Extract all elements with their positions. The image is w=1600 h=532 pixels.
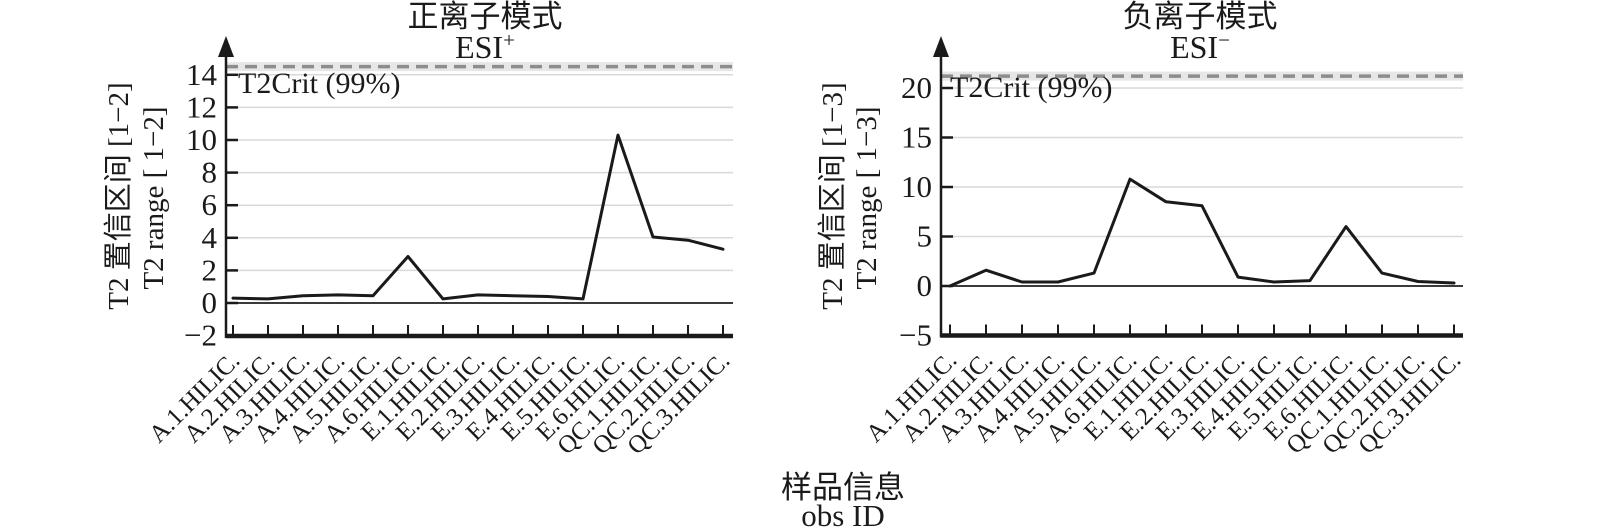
y-tick-label: 6 bbox=[202, 187, 218, 222]
y-tick-label: 0 bbox=[202, 285, 218, 320]
data-line bbox=[231, 133, 725, 301]
y-tick-label: 2 bbox=[202, 252, 218, 287]
t2crit-band bbox=[941, 71, 1463, 81]
chart-subtitle-sup: − bbox=[1218, 28, 1230, 52]
y-tick-label: 14 bbox=[186, 57, 218, 92]
y-axis-label-en: T2 range [ 1−3] bbox=[851, 106, 883, 289]
y-tick-label: −2 bbox=[184, 318, 217, 353]
y-tick-label: 0 bbox=[917, 268, 933, 303]
data-line bbox=[948, 177, 1456, 288]
y-axis-arrow-icon bbox=[218, 36, 234, 57]
y-axis-arrow-icon bbox=[933, 36, 949, 57]
y-tick-label: −5 bbox=[899, 318, 932, 353]
chart-subtitle-sup: + bbox=[503, 28, 515, 52]
chart-subtitle: ESI+ bbox=[455, 28, 515, 65]
y-axis-label-cn: T2 置信区间 [1−3] bbox=[816, 82, 849, 309]
y-axis-label-cn: T2 置信区间 [1−2] bbox=[102, 82, 135, 309]
y-tick-label: 20 bbox=[901, 70, 932, 105]
x-axis-label-cn: 样品信息 bbox=[781, 470, 905, 505]
y-axis-label-en: T2 range [ 1−2] bbox=[138, 106, 170, 289]
chart-title: 正离子模式 bbox=[408, 0, 563, 34]
y-tick-label: 15 bbox=[901, 120, 932, 155]
y-tick-label: 8 bbox=[202, 155, 218, 190]
t2crit-label: T2Crit (99%) bbox=[950, 71, 1112, 104]
x-axis-label-en: obs ID bbox=[801, 498, 885, 532]
chart-subtitle: ESI− bbox=[1170, 28, 1230, 65]
y-tick-label: 4 bbox=[202, 220, 218, 255]
chart-title: 负离子模式 bbox=[1123, 0, 1278, 34]
t2crit-label: T2Crit (99%) bbox=[238, 67, 400, 100]
y-tick-label: 10 bbox=[186, 122, 217, 157]
y-tick-label: 10 bbox=[901, 169, 932, 204]
y-tick-label: 5 bbox=[917, 219, 933, 254]
y-tick-label: 12 bbox=[186, 89, 217, 124]
